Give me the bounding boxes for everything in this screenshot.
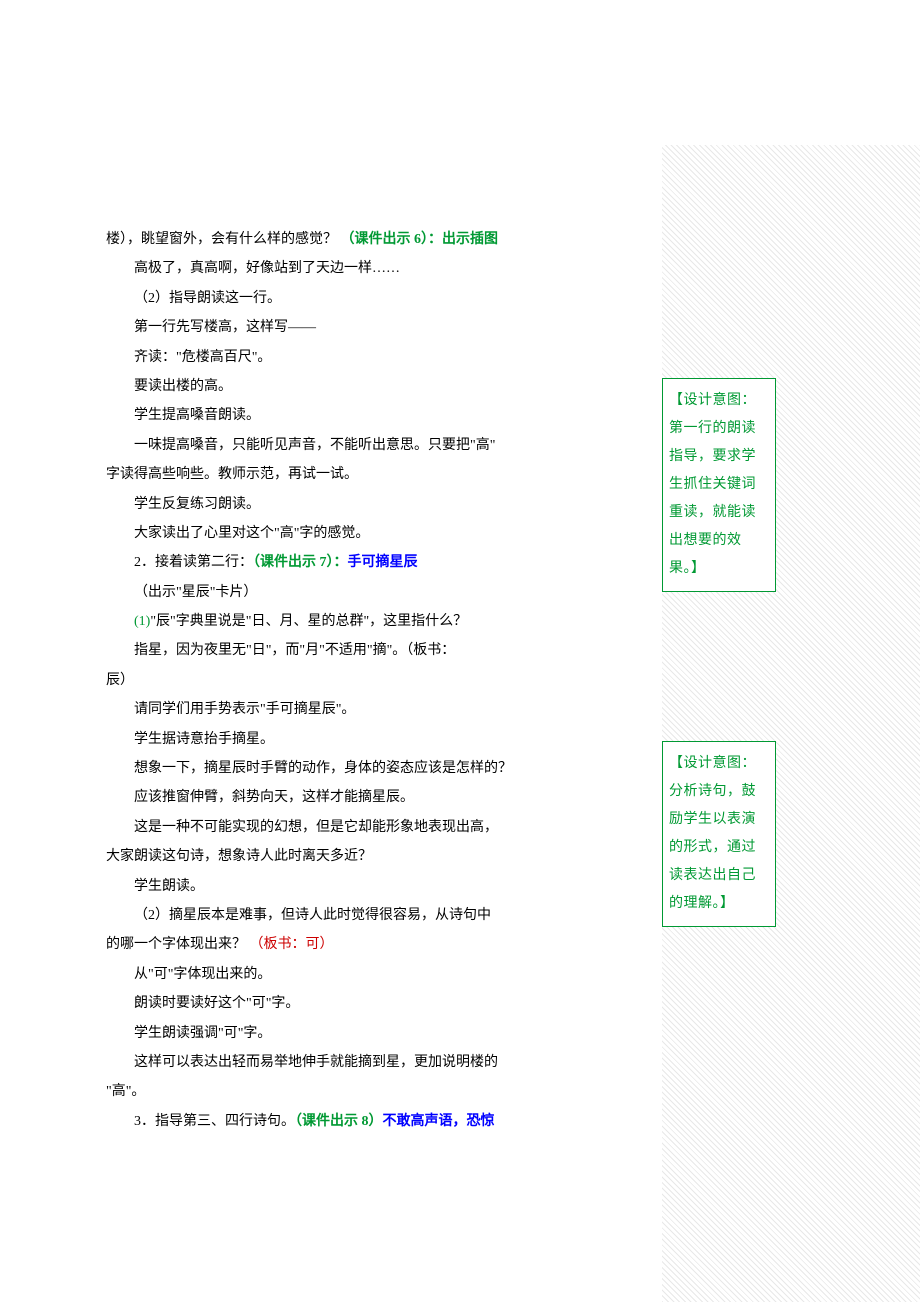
text-segment: （课件出示 7）：	[253, 555, 348, 570]
text-segment: 这样可以表达出轻而易举地伸手就能摘到星，更加说明楼的	[134, 1055, 498, 1070]
text-segment: 从"可"字体现出来的。	[134, 967, 271, 982]
text-segment: 学生提高嗓音朗读。	[134, 408, 260, 423]
text-segment: 楼），眺望窗外，会有什么样的感觉？	[106, 232, 341, 247]
text-line: 学生反复练习朗读。	[106, 490, 548, 519]
text-line: 指星，因为夜里无"日"，而"月"不适用"摘"。（板书：	[106, 636, 548, 665]
text-segment: 大家朗读这句诗，想象诗人此时离天多近？	[106, 849, 372, 864]
text-line: (1)"辰"字典里说是"日、月、星的总群"，这里指什么？	[106, 607, 548, 636]
text-line: 高极了，真高啊，好像站到了天边一样……	[106, 254, 548, 283]
text-line: 请同学们用手势表示"手可摘星辰"。	[106, 695, 548, 724]
text-line: 这样可以表达出轻而易举地伸手就能摘到星，更加说明楼的	[106, 1048, 548, 1077]
text-segment: 这是一种不可能实现的幻想，但是它却能形象地表现出高，	[134, 820, 498, 835]
design-intent-callout-2: 【设计意图：分析诗句，鼓励学生以表演的形式，通过读表达出自己的理解。】	[662, 741, 776, 927]
text-line: 想象一下，摘星辰时手臂的动作，身体的姿态应该是怎样的？	[106, 754, 548, 783]
text-segment: 想象一下，摘星辰时手臂的动作，身体的姿态应该是怎样的？	[134, 761, 512, 776]
text-segment: 一味提高嗓音，只能听见声音，不能听出意思。只要把"高"	[134, 438, 495, 453]
design-intent-callout-1: 【设计意图：第一行的朗读指导，要求学生抓住关键词重读，就能读出想要的效果。】	[662, 378, 776, 592]
text-line: 朗读时要读好这个"可"字。	[106, 989, 548, 1018]
text-segment: （出示"星辰"卡片）	[134, 585, 257, 600]
text-line: 大家读出了心里对这个"高"字的感觉。	[106, 519, 548, 548]
main-text-column: 楼），眺望窗外，会有什么样的感觉？ （课件出示 6）：出示插图高极了，真高啊，好…	[106, 225, 548, 1136]
text-line: 学生据诗意抬手摘星。	[106, 725, 548, 754]
text-segment: 字读得高些响些。教师示范，再试一试。	[106, 467, 358, 482]
text-segment: 不敢高声语，恐惊	[383, 1114, 495, 1129]
text-segment: "辰"字典里说是"日、月、星的总群"，这里指什么？	[150, 614, 467, 629]
text-segment: "高"。	[106, 1084, 145, 1099]
text-line: （出示"星辰"卡片）	[106, 578, 548, 607]
page-container: 楼），眺望窗外，会有什么样的感觉？ （课件出示 6）：出示插图高极了，真高啊，好…	[0, 0, 920, 1196]
text-line: （2）摘星辰本是难事，但诗人此时觉得很容易，从诗句中	[106, 901, 548, 930]
text-segment: (1)	[134, 614, 150, 629]
text-segment: 高极了，真高啊，好像站到了天边一样……	[134, 261, 400, 276]
text-line: 大家朗读这句诗，想象诗人此时离天多近？	[106, 842, 548, 871]
text-segment: 学生反复练习朗读。	[134, 497, 260, 512]
text-segment: 朗读时要读好这个"可"字。	[134, 996, 299, 1011]
text-line: 齐读："危楼高百尺"。	[106, 343, 548, 372]
text-segment: （课件出示 8）	[295, 1114, 383, 1129]
text-line: 字读得高些响些。教师示范，再试一试。	[106, 460, 548, 489]
text-segment: 第一行先写楼高，这样写——	[134, 320, 316, 335]
text-line: 学生提高嗓音朗读。	[106, 401, 548, 430]
text-line: 楼），眺望窗外，会有什么样的感觉？ （课件出示 6）：出示插图	[106, 225, 548, 254]
text-segment: 应该推窗伸臂，斜势向天，这样才能摘星辰。	[134, 790, 414, 805]
text-segment: 辰）	[106, 673, 134, 688]
text-segment: 学生朗读强调"可"字。	[134, 1026, 271, 1041]
text-segment: 3．指导第三、四行诗句。	[134, 1114, 295, 1129]
text-line: 一味提高嗓音，只能听见声音，不能听出意思。只要把"高"	[106, 431, 548, 460]
text-line: 学生朗读强调"可"字。	[106, 1019, 548, 1048]
text-line: （2）指导朗读这一行。	[106, 284, 548, 313]
text-line: 应该推窗伸臂，斜势向天，这样才能摘星辰。	[106, 783, 548, 812]
text-line: 3．指导第三、四行诗句。（课件出示 8）不敢高声语，恐惊	[106, 1107, 548, 1136]
text-segment: 学生朗读。	[134, 879, 204, 894]
text-line: 的哪一个字体现出来？ （板书：可）	[106, 930, 548, 959]
text-line: 第一行先写楼高，这样写——	[106, 313, 548, 342]
text-segment: 请同学们用手势表示"手可摘星辰"。	[134, 702, 355, 717]
text-segment: 2．接着读第二行：	[134, 555, 253, 570]
text-segment: （2）指导朗读这一行。	[134, 291, 281, 306]
text-line: 要读出楼的高。	[106, 372, 548, 401]
text-line: 辰）	[106, 666, 548, 695]
text-segment: （2）摘星辰本是难事，但诗人此时觉得很容易，从诗句中	[134, 908, 491, 923]
text-segment: （板书：可）	[250, 937, 334, 952]
text-line: 这是一种不可能实现的幻想，但是它却能形象地表现出高，	[106, 813, 548, 842]
text-segment: 学生据诗意抬手摘星。	[134, 732, 274, 747]
text-line: "高"。	[106, 1077, 548, 1106]
text-line: 从"可"字体现出来的。	[106, 960, 548, 989]
text-line: 2．接着读第二行：（课件出示 7）：手可摘星辰	[106, 548, 548, 577]
text-segment: 大家读出了心里对这个"高"字的感觉。	[134, 526, 369, 541]
text-segment: 的哪一个字体现出来？	[106, 937, 250, 952]
text-segment: 要读出楼的高。	[134, 379, 232, 394]
text-line: 学生朗读。	[106, 872, 548, 901]
callout-text: 【设计意图：分析诗句，鼓励学生以表演的形式，通过读表达出自己的理解。】	[669, 756, 756, 911]
text-segment: 指星，因为夜里无"日"，而"月"不适用"摘"。（板书：	[134, 643, 455, 658]
text-segment: 手可摘星辰	[348, 555, 418, 570]
text-segment: 齐读："危楼高百尺"。	[134, 350, 271, 365]
text-segment: （课件出示 6）：出示插图	[341, 232, 499, 247]
callout-text: 【设计意图：第一行的朗读指导，要求学生抓住关键词重读，就能读出想要的效果。】	[669, 393, 756, 576]
